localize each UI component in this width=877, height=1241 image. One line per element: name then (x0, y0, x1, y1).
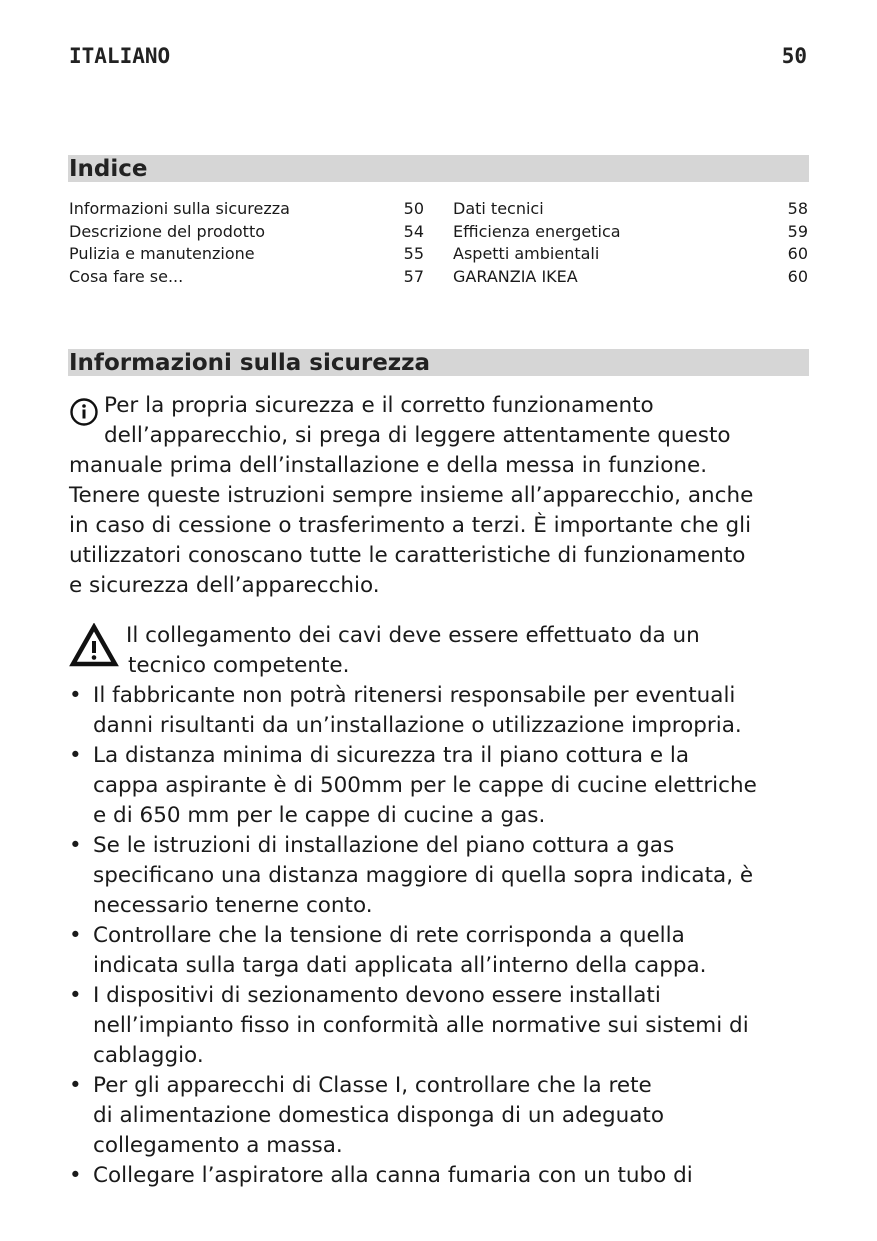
bullet-item: • I dispositivi di sezionamento devono es… (69, 981, 757, 1071)
intro-line: dell’apparecchio, si prega di leggere at… (104, 423, 731, 448)
bullet-marker: • (69, 983, 82, 1008)
bullet-line: collegamento a massa. (93, 1133, 343, 1158)
language-header: ITALIANO (69, 44, 171, 68)
toc-entry-page: 57 (403, 266, 424, 286)
bullet-line: La distanza minima di sicurezza tra il p… (93, 743, 690, 768)
bullet-marker: • (69, 833, 82, 858)
page-number: 50 (781, 44, 807, 68)
toc-left-column: Informazioni sulla sicurezza 50 Descrizion… (69, 198, 424, 288)
toc-entry[interactable]: Descrizione del prodotto 54 (69, 221, 424, 244)
bullet-marker: • (69, 923, 82, 948)
toc-entry-page: 58 (787, 199, 808, 218)
bullet-item: • Collegare l’aspiratore alla canna fumar… (69, 1161, 757, 1191)
bullet-line: nell’impianto fisso in conformità alle n… (93, 1013, 749, 1038)
bullet-line: Collegare l’aspiratore alla canna fumari… (93, 1163, 693, 1188)
bullet-line: cappa aspirante è di 500mm per le cappe … (93, 773, 757, 798)
toc-entry[interactable]: Informazioni sulla sicurezza 50 (69, 198, 424, 221)
toc-entry-page: 59 (787, 221, 808, 241)
bullet-marker: • (69, 683, 82, 708)
bullet-marker: • (69, 743, 82, 768)
bullet-line: Il fabbricante non potrà ritenersi respo… (93, 683, 736, 708)
toc-entry-label: Cosa fare se... (69, 266, 184, 286)
info-circle-icon (70, 398, 98, 426)
intro-line: e sicurezza dell’apparecchio. (69, 573, 380, 598)
toc-entry-page: 60 (787, 266, 808, 286)
toc-entry-label: Pulizia e manutenzione (69, 244, 255, 263)
toc-entry[interactable]: Efficienza energetica 59 (453, 221, 808, 244)
safety-bullet-list: • Il fabbricante non potrà ritenersi resp… (69, 681, 757, 1191)
toc-entry-page: 55 (403, 244, 424, 263)
intro-line: Per la propria sicurezza e il corretto f… (104, 393, 654, 418)
bullet-line: specificano una distanza maggiore di que… (93, 863, 754, 888)
toc-entry-label: Aspetti ambientali (453, 244, 600, 263)
bullet-line: Controllare che la tensione di rete corr… (93, 923, 685, 948)
bullet-line: Per gli apparecchi di Classe I, controll… (93, 1073, 652, 1098)
bullet-item: • Per gli apparecchi di Classe I, control… (69, 1071, 757, 1161)
safety-heading: Informazioni sulla sicurezza (68, 349, 809, 376)
intro-line: utilizzatori conoscano tutte le caratter… (69, 543, 746, 568)
bullet-marker: • (69, 1073, 82, 1098)
bullet-line: I dispositivi di sezionamento devono ess… (93, 983, 661, 1008)
toc-right-column: Dati tecnici 58 Efficienza energetica 59 Asp… (453, 198, 808, 288)
warning-line: Il collegamento dei cavi deve essere eff… (126, 623, 700, 648)
toc-entry-label: Informazioni sulla sicurezza (69, 199, 290, 218)
warning-line: tecnico competente. (128, 653, 350, 678)
toc-entry-page: 54 (403, 221, 424, 241)
bullet-item: • Il fabbricante non potrà ritenersi resp… (69, 681, 757, 741)
toc-entry-label: GARANZIA IKEA (453, 266, 578, 286)
bullet-item: • La distanza minima di sicurezza tra il … (69, 741, 757, 831)
toc-entry[interactable]: Aspetti ambientali 60 (453, 243, 808, 266)
toc-entry[interactable]: Pulizia e manutenzione 55 (69, 243, 424, 266)
toc-entry[interactable]: Cosa fare se... 57 (69, 266, 424, 289)
bullet-item: • Se le istruzioni di installazione del p… (69, 831, 757, 921)
bullet-line: di alimentazione domestica disponga di u… (93, 1103, 665, 1128)
intro-line: manuale prima dell’installazione e della… (69, 453, 708, 478)
bullet-marker: • (69, 1163, 82, 1188)
toc-entry-page: 50 (403, 199, 424, 218)
toc-entry-label: Descrizione del prodotto (69, 221, 266, 241)
intro-line: Tenere queste istruzioni sempre insieme … (69, 483, 754, 508)
bullet-line: necessario tenerne conto. (93, 893, 373, 918)
safety-intro: Per la propria sicurezza e il corretto f… (69, 391, 753, 601)
bullet-line: indicata sulla targa dati applicata all’… (93, 953, 707, 978)
toc-entry[interactable]: GARANZIA IKEA 60 (453, 266, 808, 289)
toc-entry-page: 60 (787, 244, 808, 263)
bullet-line: Se le istruzioni di installazione del pi… (93, 833, 675, 858)
bullet-line: cablaggio. (93, 1043, 204, 1068)
intro-line: in caso di cessione o trasferimento a te… (69, 513, 752, 538)
toc-entry[interactable]: Dati tecnici 58 (453, 198, 808, 221)
bullet-line: danni risultanti da un’installazione o u… (93, 713, 742, 738)
wiring-warning: Il collegamento dei cavi deve essere eff… (69, 621, 700, 681)
warning-triangle-icon (69, 623, 119, 667)
bullet-item: • Controllare che la tensione di rete cor… (69, 921, 757, 981)
toc-entry-label: Dati tecnici (453, 199, 544, 218)
bullet-line: e di 650 mm per le cappe di cucine a gas… (93, 803, 546, 828)
toc-entry-label: Efficienza energetica (453, 221, 621, 241)
toc-heading: Indice (68, 155, 809, 182)
